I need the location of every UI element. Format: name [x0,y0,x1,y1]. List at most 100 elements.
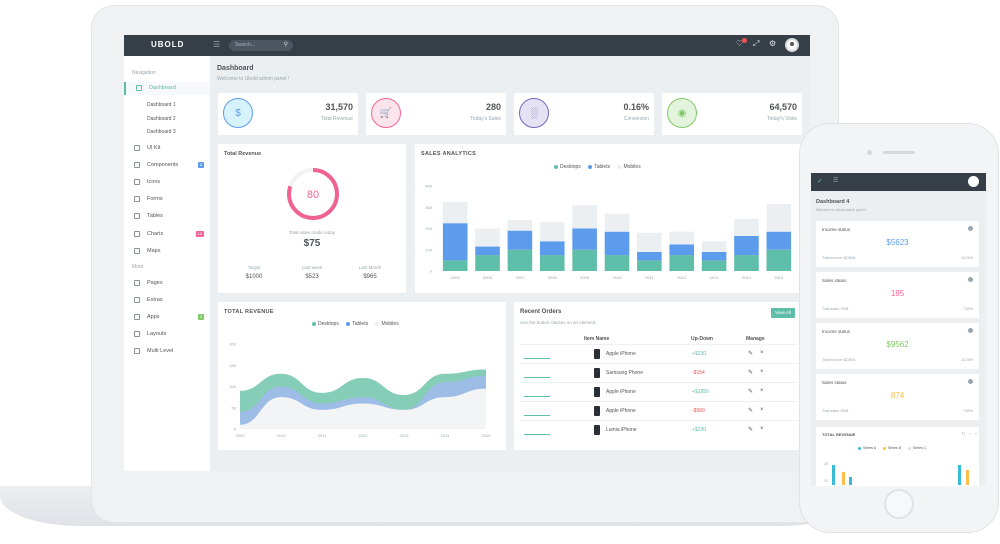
y-tick-label: 100 [425,247,432,252]
x-tick-label: 2015 [774,275,784,280]
sidebar-item-icons[interactable]: Icons [124,176,210,189]
ribbon-icon [134,179,140,185]
card-title: Total Revenue [224,151,262,157]
delete-icon[interactable]: × [760,426,764,432]
bar-desktops-2012 [669,255,695,271]
sparkline-icon [524,426,550,435]
y-tick-label: 0 [234,427,237,432]
bell-icon[interactable]: ♡ [736,39,744,48]
view-all-button[interactable]: View All [771,308,795,318]
gear-icon[interactable]: ⚙ [769,39,777,48]
sidebar-item-pages[interactable]: Pages [124,277,210,290]
bar-desktops-2010 [604,255,630,271]
edit-icon[interactable]: ✎ [748,427,754,433]
refresh-icon[interactable]: ↻ [961,431,965,436]
app-logo[interactable]: UBOLD [151,40,185,49]
user-avatar[interactable] [785,38,799,52]
legend-mobiles: Mobiles [623,164,641,170]
bulb-icon [134,162,140,168]
info-icon[interactable] [968,226,973,231]
phone-menu-icon[interactable]: ☰ [833,178,839,184]
sidebar-item-ui-kit[interactable]: UI Kit [124,142,210,155]
x-tick-label: 2009 [236,433,246,438]
menu-icon[interactable]: ☰ [213,40,221,49]
card-title: SALES ANALYTICS [421,151,477,157]
sidebar-subitem-dashboard-3[interactable]: Dashboard 3 [147,129,176,135]
y-tick-label: 150 [229,363,236,368]
pin-icon [134,248,140,254]
x-tick-label: 2010 [277,433,287,438]
fullscreen-icon[interactable]: ⤢ [753,39,760,48]
phone-subtitle: Welcome to Ubold admin panel ! [816,208,867,212]
item-name: Apple iPhone [606,389,636,395]
sidebar-subitem-dashboard-1[interactable]: Dashboard 1 [147,102,176,108]
search-icon[interactable]: ⚲ [283,42,288,48]
delete-icon[interactable]: × [760,369,764,375]
sidebar-item-components[interactable]: Components 5 [124,159,210,172]
bar-tablets-2013 [701,251,727,261]
y-tick-label: 300 [425,205,432,210]
minimize-icon[interactable]: − [968,431,971,436]
sidebar-item-apps[interactable]: Apps 3 [124,311,210,324]
sidebar-item-multi-level[interactable]: Multi Level [124,345,210,358]
stat-value: 31,570 [325,102,353,112]
delete-icon[interactable]: × [760,407,764,413]
phone-avatar[interactable] [968,176,979,187]
apps-badge: 3 [197,314,204,320]
bar-desktops-2013 [701,260,727,271]
sidebar-subitem-dashboard-2[interactable]: Dashboard 2 [147,116,176,122]
eye-icon: ◉ [667,98,697,128]
charts-badge: 10 [195,231,204,237]
search-input[interactable]: Search... ⚲ [229,40,293,51]
phone-card-percent: 7.85% [963,409,973,413]
info-icon[interactable] [968,277,973,282]
edit-icon[interactable]: ✎ [748,389,754,395]
bar-tablets-2008 [539,241,565,256]
table-row: Apple iPhone -$560 ✎ × [520,401,798,420]
edit-icon[interactable]: ✎ [748,370,754,376]
close-icon[interactable]: × [974,431,977,436]
sparkline-icon [524,369,550,378]
sidebar-item-dashboard[interactable]: Dashboard [124,82,210,95]
sidebar-item-tables[interactable]: Tables [124,210,210,223]
item-name: Lumia iPhone [606,427,637,433]
info-icon[interactable] [968,328,973,333]
sidebar-item-layouts[interactable]: Layouts [124,328,210,341]
col-manage: Manage [746,336,765,342]
phone-camera [867,150,872,155]
phone-card-title: Sales status [822,380,847,385]
phone-card-footer: Total sales: 2398 [822,307,849,311]
sidebar-item-charts[interactable]: Charts 10 [124,228,210,241]
home-icon [136,85,142,91]
bar-mobiles-2007 [507,220,533,231]
sales-legend: Desktops Tablets Mobiles [548,164,641,170]
sparkline-icon [524,407,550,416]
sidebar-item-maps[interactable]: Maps [124,245,210,258]
edit-icon[interactable]: ✎ [748,351,754,357]
target-label: Target [247,265,261,270]
phone-card-percent: 10.25% [961,358,973,362]
gauge-value: 80 [307,189,319,201]
phone-revenue-title: TOTAL REVENUE [822,432,856,437]
phone-speaker [883,151,915,154]
last-month-value: $965 [363,274,377,280]
edit-icon[interactable]: ✎ [748,408,754,414]
last-week-value: $523 [305,274,319,280]
sidebar-item-forms[interactable]: Forms [124,193,210,206]
phone-card-title: Sales status [822,278,847,283]
bar-mobiles-2005 [442,201,468,224]
gift-icon [134,297,140,303]
delete-icon[interactable]: × [760,388,764,394]
sidebar-heading-navigation: Navigation [132,70,156,76]
delete-icon[interactable]: × [760,350,764,356]
bar-desktops-2009 [572,249,597,271]
sidebar-item-extras[interactable]: Extras [124,294,210,307]
info-icon[interactable] [968,379,973,384]
y-tick-label: 200 [229,342,236,347]
x-tick-label: 2014 [742,275,752,280]
brush-icon [134,145,140,151]
page-subtitle: Welcome to Ubold admin panel ! [217,76,290,82]
phone-card-footer: Total income: $22506 [822,256,856,260]
up-down-value: -$560 [692,408,705,414]
last-month-label: Last Month [358,265,382,270]
